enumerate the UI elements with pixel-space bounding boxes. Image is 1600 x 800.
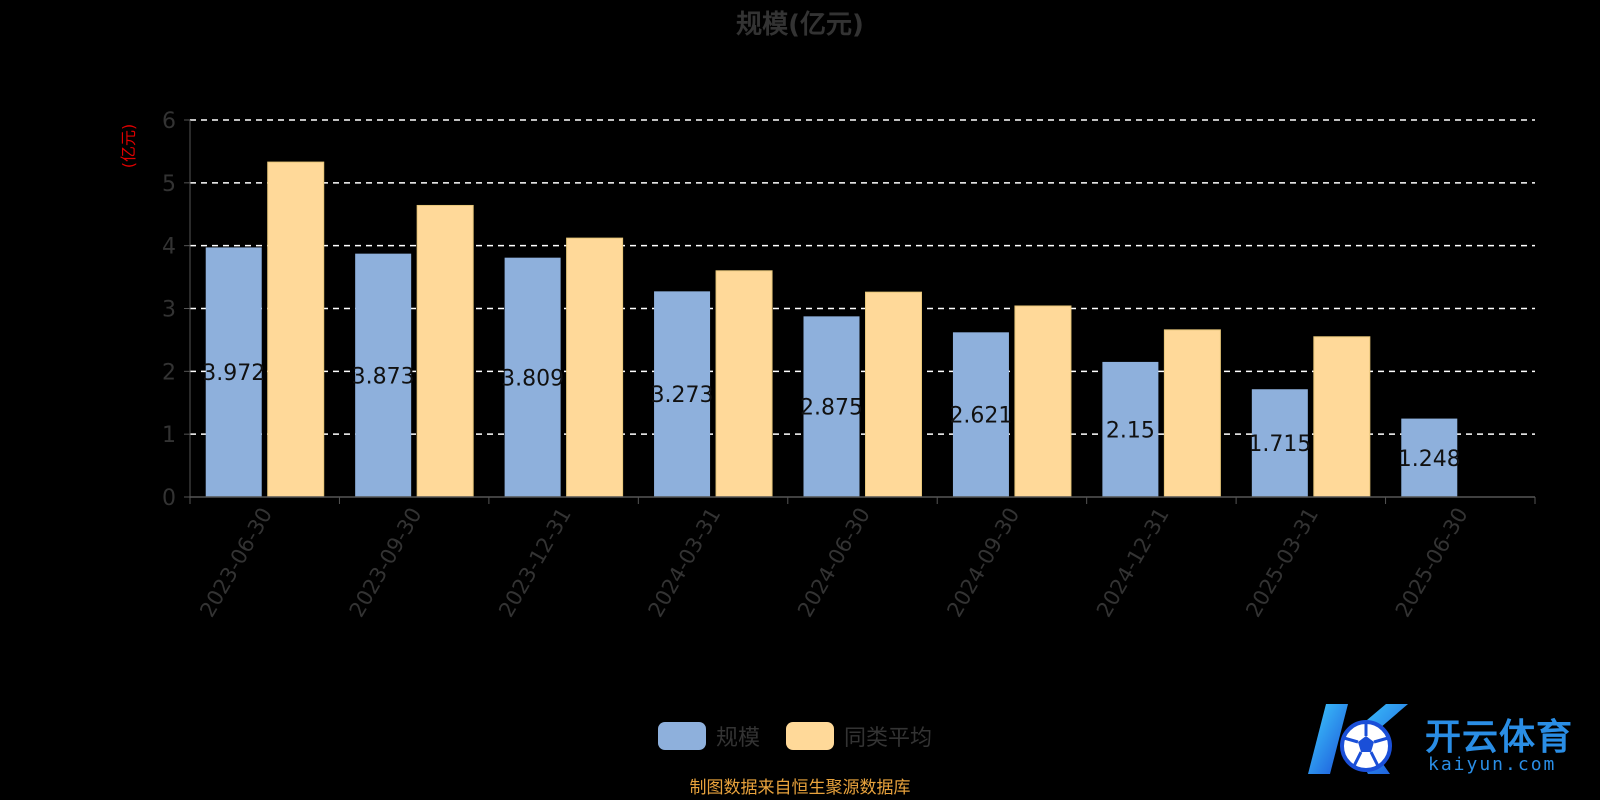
x-axis — [189, 120, 1535, 498]
x-tick-label-2024-09-30: 2024-09-30 — [942, 504, 1024, 622]
y-tick-label-1: 1 — [162, 423, 176, 448]
bar-scale-2023-06-30 — [205, 247, 262, 497]
bar-value-label-2025-03-31: 1.715 — [1248, 432, 1311, 457]
chart-title: 规模(亿元) — [736, 10, 864, 40]
source-note: 制图数据来自恒生聚源数据库 — [690, 778, 911, 798]
bar-peer-avg-2024-09-30 — [1014, 305, 1072, 498]
logo-brand-text: 开云体育 — [1425, 717, 1574, 758]
bar-labels: 3.972 3.873 3.809 3.273 2.875 2.621 2.15 1.715 1… — [202, 361, 1461, 472]
y-tick-label-3: 3 — [162, 298, 176, 323]
x-tick-label-2023-12-31: 2023-12-31 — [494, 504, 576, 622]
bar-value-label-2024-12-31: 2.15 — [1106, 418, 1155, 443]
bar-scale-2023-12-31 — [504, 257, 561, 497]
bar-peer-avg-2024-12-31 — [1163, 329, 1221, 498]
legend: 规模 同类平均 — [658, 722, 932, 751]
grid-lines — [190, 119, 1535, 435]
bar-value-label-2023-12-31: 3.809 — [501, 366, 564, 391]
x-tick-label-2024-12-31: 2024-12-31 — [1092, 504, 1174, 622]
bar-value-label-2025-06-30: 1.248 — [1398, 447, 1461, 472]
bar-peer-avg-2023-09-30 — [416, 204, 474, 498]
kaiyun-logo — [1308, 696, 1588, 782]
bar-scale-2024-06-30 — [803, 316, 860, 497]
y-tick-label-2: 2 — [162, 360, 176, 385]
bar-peer-avg-2023-06-30 — [267, 161, 325, 498]
bar-scale-2025-03-31 — [1251, 389, 1308, 497]
x-tick-label-2025-03-31: 2025-03-31 — [1241, 504, 1323, 622]
bars — [205, 161, 1458, 498]
bar-peer-avg-2024-03-31 — [715, 270, 773, 498]
y-tick-label-6: 6 — [162, 109, 176, 134]
legend-label-peer-avg: 同类平均 — [844, 726, 932, 751]
bar-peer-avg-2024-06-30 — [865, 291, 922, 498]
bar-peer-avg-2023-12-31 — [566, 237, 624, 498]
bar-value-label-2024-06-30: 2.875 — [800, 396, 863, 421]
bar-value-label-2023-09-30: 3.873 — [352, 364, 415, 389]
x-tick-label-2023-06-30: 2023-06-30 — [195, 504, 277, 622]
logo-url-text: kaiyun.com — [1428, 754, 1557, 775]
x-tick-label-2024-06-30: 2024-06-30 — [793, 504, 875, 622]
x-tick-label-2023-09-30: 2023-09-30 — [345, 503, 427, 621]
bar-scale-2024-03-31 — [654, 291, 711, 497]
bar-scale-2024-09-30 — [952, 332, 1009, 497]
y-tick-label-4: 4 — [162, 235, 176, 260]
y-tick-label-5: 5 — [162, 172, 176, 197]
legend-swatch-peer-avg — [786, 722, 834, 750]
y-tick-label-0: 0 — [162, 486, 176, 511]
y-axis-ticks: 0 1 2 3 4 5 6 — [162, 109, 190, 511]
x-axis-ticks: 2023-06-30 2023-09-30 2023-12-31 2024-03-31… — [189, 497, 1536, 622]
bar-scale-2023-09-30 — [355, 253, 412, 497]
bar-value-label-2024-09-30: 2.621 — [949, 404, 1012, 429]
legend-label-scale: 规模 — [716, 726, 760, 751]
y-axis-label: (亿元) — [119, 124, 138, 169]
bar-peer-avg-2025-03-31 — [1313, 336, 1371, 498]
x-tick-label-2025-06-30: 2025-06-30 — [1391, 504, 1473, 622]
bar-value-label-2024-03-31: 3.273 — [651, 383, 714, 408]
football-icon — [1308, 704, 1408, 774]
bar-value-label-2023-06-30: 3.972 — [202, 361, 265, 386]
legend-swatch-scale — [658, 722, 706, 750]
bar-scale-2024-12-31 — [1102, 361, 1159, 497]
bar-scale-2025-06-30 — [1401, 418, 1458, 497]
x-tick-label-2024-03-31: 2024-03-31 — [644, 504, 726, 622]
